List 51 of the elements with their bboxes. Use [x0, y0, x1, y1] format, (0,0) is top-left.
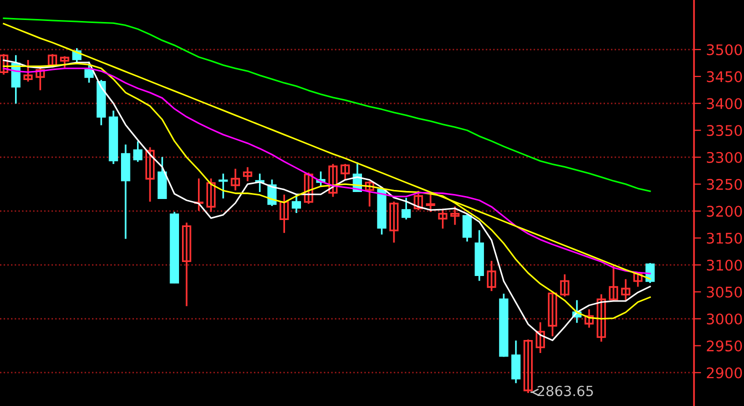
candlestick: [486, 260, 496, 292]
candlestick: [596, 294, 606, 342]
candlestick: [511, 340, 521, 384]
y-tick-label: 3150: [706, 232, 742, 244]
candlestick: [133, 141, 142, 162]
y-tick-label: 3050: [706, 286, 742, 298]
candlestick: [218, 174, 228, 198]
candlestick: [84, 62, 94, 83]
candlestick: [633, 272, 643, 287]
candlestick: [206, 178, 216, 212]
candlestick: [608, 264, 618, 301]
candlestick: [0, 54, 8, 75]
y-tick-label: 3200: [706, 206, 742, 217]
candlestick: [328, 164, 338, 197]
candlestick: [426, 194, 436, 212]
annotation: 2863.65: [538, 386, 593, 396]
candlestick: [340, 164, 350, 180]
candlestick: [182, 222, 192, 306]
candlestick: [292, 194, 301, 213]
candlestick: [304, 172, 314, 204]
candlestick: [194, 178, 204, 211]
candlestick: [145, 147, 155, 202]
candlestick: [560, 274, 570, 296]
candlestick: [60, 56, 70, 68]
y-tick-label: 3100: [706, 260, 742, 271]
candlestick: [462, 214, 472, 242]
y-tick-label: 2950: [706, 340, 742, 352]
candlestick: [414, 190, 423, 210]
y-tick-label: 3500: [706, 44, 742, 56]
y-tick-label: 2900: [706, 367, 742, 378]
y-tick-label: 3000: [706, 313, 742, 325]
line-series: [2, 18, 651, 192]
candlestick: [242, 167, 252, 182]
candlestick: [450, 206, 460, 225]
candlestick: [402, 198, 411, 220]
candlestick: [23, 60, 33, 82]
candlestick: [536, 322, 545, 353]
candlestick: [230, 168, 240, 190]
y-tick-label: 3450: [706, 71, 742, 82]
y-tick-label: 3400: [706, 98, 742, 110]
candlestick: [548, 292, 558, 336]
y-tick-label: 3250: [706, 178, 742, 190]
y-tick-label: 3350: [706, 125, 742, 136]
candlestick: [389, 202, 399, 243]
candlestick: [438, 208, 448, 229]
candlestick: [36, 66, 45, 90]
candlestick: [280, 194, 289, 233]
candlestick: [364, 181, 374, 207]
y-tick-label: 3300: [706, 152, 742, 163]
candlestick: [584, 309, 594, 328]
candlestick: [621, 279, 630, 300]
